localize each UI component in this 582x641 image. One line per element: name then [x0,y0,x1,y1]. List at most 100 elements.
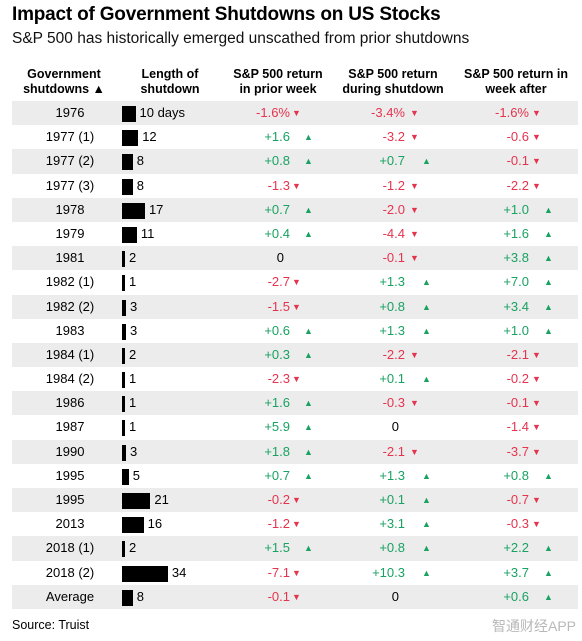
shutdown-label: 1990 [55,443,85,459]
length-bar [122,275,125,292]
down-arrow-icon: ▼ [410,132,419,143]
return-during: +0.7 [379,153,405,169]
chart-subtitle: S&P 500 has historically emerged unscath… [12,30,470,47]
return-prior-week: +0.7 [264,467,290,483]
length-label: 3 [130,298,138,314]
return-prior-week: +1.6 [264,395,290,411]
down-arrow-icon: ▼ [532,374,541,385]
down-arrow-icon: ▼ [410,228,419,239]
chart-title: Impact of Government Shutdowns on US Sto… [12,4,441,25]
return-during: -3.2 [382,129,405,145]
down-arrow-icon: ▼ [532,422,541,433]
up-arrow-icon: ▲ [422,519,431,530]
down-arrow-icon: ▼ [532,519,541,530]
length-label: 5 [132,467,140,483]
down-arrow-icon: ▼ [410,253,419,264]
shutdown-label: 1995 [55,492,85,507]
up-arrow-icon: ▲ [304,422,313,433]
shutdown-label: 1978 [55,201,85,217]
shutdown-label: 1984 (2) [45,371,95,387]
down-arrow-icon: ▼ [292,567,301,578]
down-arrow-icon: ▼ [532,108,541,118]
length-bar [122,565,168,582]
return-during: +0.8 [379,298,405,314]
length-bar [122,154,133,171]
return-prior-week: -1.3 [267,177,290,193]
down-arrow-icon: ▼ [532,446,541,457]
table-row: Average 8 -0.1 ▼ 0 +0.6 ▲ [12,584,578,609]
down-arrow-icon: ▼ [292,180,301,191]
table-row: 1984 (2) 1 -2.3 ▼ +0.1 ▲ -0.2 ▼ [12,367,578,391]
length-bar [122,444,127,461]
table-row: 1976 10 days -1.6% ▼ -3.4% ▼ -1.6% ▼ [12,101,578,126]
length-label: 2 [129,346,137,362]
return-during: -3.4% [371,105,405,120]
length-label: 8 [136,588,145,604]
table-body: 1976 10 days -1.6% ▼ -3.4% ▼ -1.6% ▼ 1977 (1) 12 +… [12,101,578,609]
up-arrow-icon: ▲ [544,228,553,239]
shutdown-label: 1979 [55,225,85,241]
down-arrow-icon: ▼ [292,495,301,505]
table-row: 2018 (1) 2 +1.5 ▲ +0.8 ▲ +2.2 ▲ [12,536,578,561]
header-during: S&P 500 return during shutdown [342,67,444,96]
return-during: +10.3 [372,564,405,580]
down-arrow-icon: ▼ [410,446,419,457]
return-prior-week: 0 [276,250,284,266]
return-during: -1.2 [382,177,405,193]
return-week-after: -0.6 [506,129,529,145]
length-label: 10 days [139,105,186,120]
down-arrow-icon: ▼ [292,301,301,312]
down-arrow-icon: ▼ [410,398,419,409]
length-label: 1 [129,274,137,290]
length-label: 34 [171,564,187,580]
up-arrow-icon: ▲ [544,204,553,215]
return-during: -0.1 [382,250,405,266]
return-prior-week: +0.7 [264,201,290,217]
down-arrow-icon: ▼ [532,180,541,191]
length-label: 3 [130,322,138,338]
length-label: 3 [130,443,138,459]
up-arrow-icon: ▲ [422,543,431,554]
return-prior-week: +0.8 [264,153,290,169]
down-arrow-icon: ▼ [532,398,541,409]
table-row: 1979 11 +0.4 ▲ -4.4 ▼ +1.6 ▲ [12,222,578,246]
shutdown-label: 1982 (1) [45,274,95,290]
return-prior-week: -1.2 [267,516,290,532]
down-arrow-icon: ▼ [532,349,541,360]
return-week-after: +0.8 [503,467,529,483]
return-week-after: -2.2 [506,177,529,193]
table-row: 1978 17 +0.7 ▲ -2.0 ▼ +1.0 ▲ [12,197,578,222]
return-prior-week: +0.3 [264,346,290,362]
down-arrow-icon: ▼ [410,180,419,191]
up-arrow-icon: ▲ [304,132,313,143]
return-prior-week: -1.6% [256,105,290,120]
up-arrow-icon: ▲ [544,253,553,264]
return-week-after: -0.2 [506,371,529,387]
length-bar [122,299,127,316]
length-label: 2 [129,540,137,556]
return-prior-week: -0.2 [267,492,290,507]
up-arrow-icon: ▲ [544,277,553,288]
table-row: 1977 (2) 8 +0.8 ▲ +0.7 ▲ -0.1 ▼ [12,149,578,174]
shutdown-label: 1982 (2) [45,298,95,314]
return-week-after: +2.2 [503,540,529,556]
table-row: 1987 1 +5.9 ▲ 0 -1.4 ▼ [12,415,578,439]
length-bar [122,347,125,364]
shutdown-label: 1983 [55,322,85,338]
return-during: 0 [391,419,399,435]
length-label: 2 [129,250,137,266]
up-arrow-icon: ▲ [304,156,313,167]
return-week-after: +3.7 [503,564,529,580]
shutdown-label: 1976 [55,105,85,120]
length-label: 17 [148,201,164,217]
up-arrow-icon: ▲ [304,543,313,554]
header-shutdowns[interactable]: Government shutdowns ▲ [23,67,105,96]
return-week-after: +1.6 [503,225,529,241]
header-length: Length of shutdown [140,67,200,96]
shutdown-label: 1981 [55,250,85,266]
length-bar [122,589,133,606]
return-during: +3.1 [379,516,405,532]
length-label: 1 [129,419,137,435]
return-during: -2.0 [382,201,405,217]
up-arrow-icon: ▲ [304,325,313,336]
